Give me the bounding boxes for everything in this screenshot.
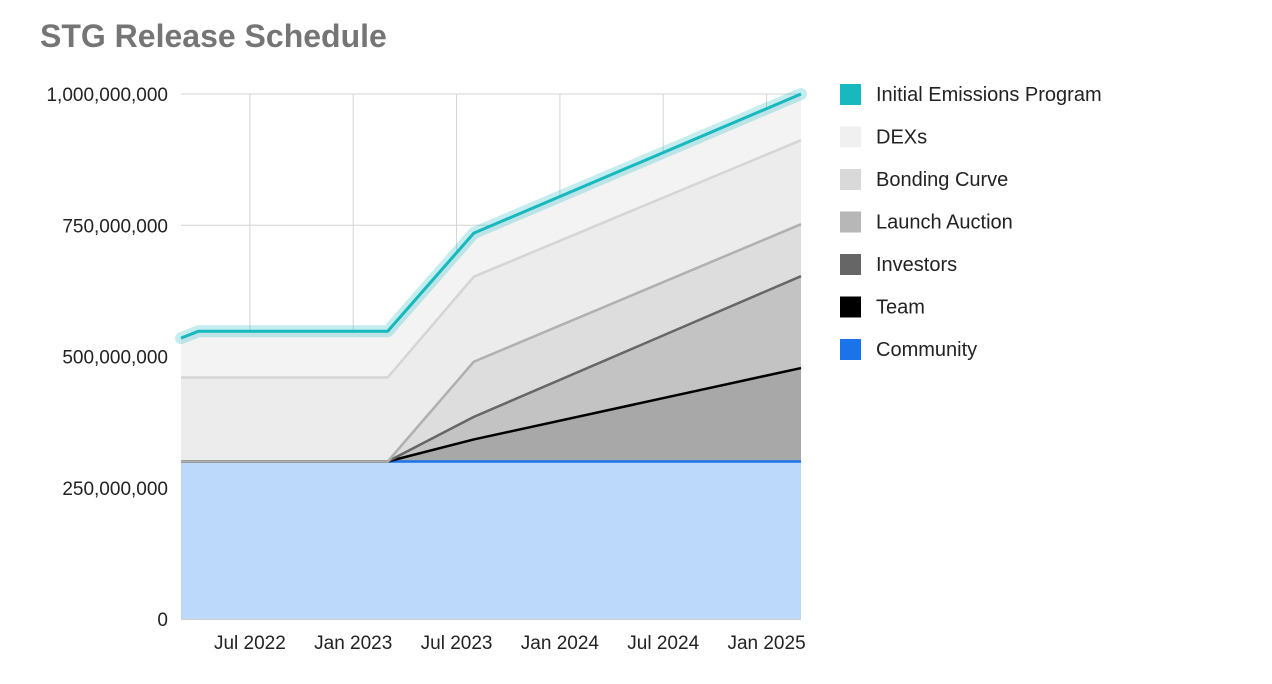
area-dexs bbox=[181, 94, 801, 378]
area-team bbox=[181, 368, 801, 462]
legend-swatch-investors bbox=[840, 254, 861, 275]
legend-label-community: Community bbox=[876, 339, 977, 361]
legend-label-initial-emissions-program: Initial Emissions Program bbox=[876, 84, 1102, 106]
legend-swatch-team bbox=[840, 296, 861, 318]
series-lines bbox=[175, 88, 807, 463]
line-initial-emissions-program bbox=[180, 92, 802, 340]
legend-swatch-dexs bbox=[840, 126, 861, 148]
y-tick-label: 1,000,000,000 bbox=[46, 85, 168, 106]
x-tick-label: Jul 2024 bbox=[627, 633, 699, 654]
x-tick-label: Jan 2023 bbox=[314, 633, 392, 654]
y-tick-label: 250,000,000 bbox=[62, 479, 168, 500]
legend-label-investors: Investors bbox=[876, 254, 957, 276]
y-tick-label: 0 bbox=[157, 610, 168, 631]
x-tick-label: Jan 2025 bbox=[727, 633, 805, 654]
chart-title: STG Release Schedule bbox=[40, 18, 387, 54]
area-investors bbox=[181, 276, 801, 462]
axis-tick-labels: 0 250,000,000 500,000,000 750,000,000 1,000,… bbox=[46, 85, 805, 654]
x-tick-label: Jul 2022 bbox=[214, 633, 286, 654]
legend-label-bonding-curve: Bonding Curve bbox=[876, 169, 1008, 191]
x-tick-label: Jul 2023 bbox=[421, 633, 493, 654]
y-tick-label: 500,000,000 bbox=[62, 348, 168, 369]
legend-label-launch-auction: Launch Auction bbox=[876, 212, 1013, 234]
legend-swatch-initial-emissions-program bbox=[840, 84, 861, 105]
legend-swatch-launch-auction bbox=[840, 211, 861, 233]
legend-label-team: Team bbox=[876, 297, 925, 319]
line-bonding-curve bbox=[181, 139, 802, 379]
stacked-areas bbox=[181, 94, 801, 619]
x-tick-label: Jan 2024 bbox=[521, 633, 600, 654]
legend-swatch-community bbox=[840, 339, 861, 360]
area-community bbox=[181, 461, 801, 619]
legend-swatch-bonding-curve bbox=[840, 169, 861, 190]
y-tick-label: 750,000,000 bbox=[62, 216, 168, 237]
line-launch-auction bbox=[181, 223, 802, 463]
area-bonding-curve bbox=[181, 140, 801, 462]
legend-label-dexs: DEXs bbox=[876, 127, 927, 149]
legend: Initial Emissions Program DEXs Bonding Cur… bbox=[840, 84, 1102, 361]
